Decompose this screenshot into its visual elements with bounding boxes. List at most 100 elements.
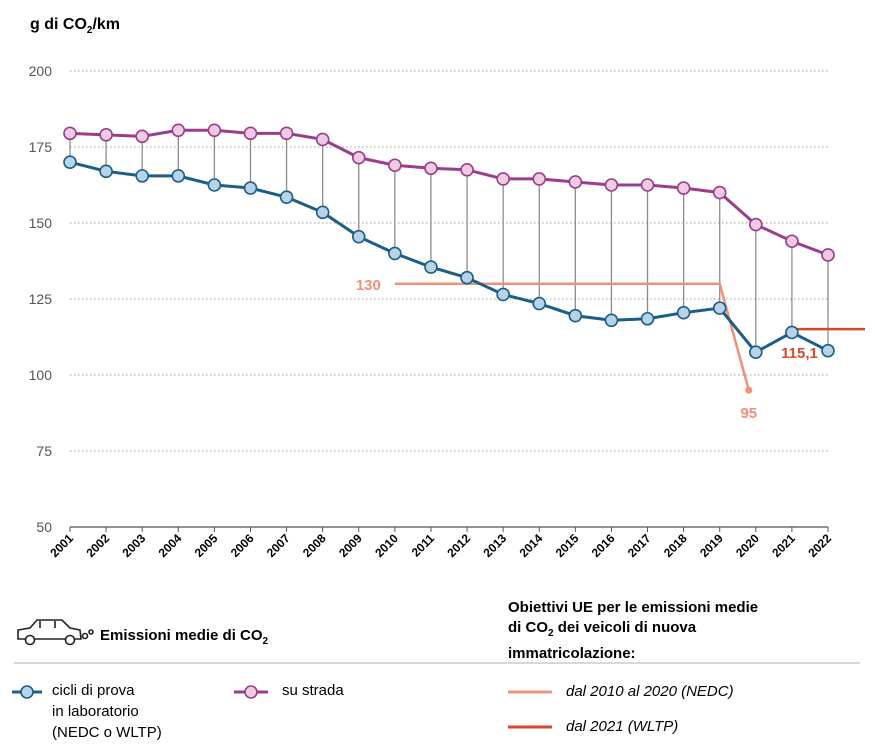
legend-road-marker	[234, 685, 268, 699]
road-data-point	[207, 123, 222, 138]
x-tick-label: 2002	[83, 531, 112, 560]
x-tick-label: 2009	[336, 531, 365, 560]
lab-data-point	[568, 308, 583, 323]
lab-data-point	[135, 169, 149, 183]
legend-lab-line1: cicli di prova	[52, 682, 135, 699]
targets-title-line2: di CO2 dei veicoli di nuova	[508, 618, 758, 644]
x-tick-label: 2020	[733, 531, 762, 560]
x-tick-label: 2010	[372, 531, 401, 560]
road-data-point	[749, 217, 763, 232]
lab-data-point	[821, 343, 835, 358]
lab-data-point	[749, 345, 763, 360]
lab-data-point	[315, 205, 330, 220]
targets-title-line1: Obiettivi UE per le emissioni medie	[508, 599, 759, 616]
lab-data-point	[460, 270, 474, 285]
road-data-point	[315, 132, 330, 147]
lab-data-point	[712, 301, 727, 315]
x-tick-label: 2019	[697, 531, 726, 560]
legend-emissions-title-sub: 2	[262, 636, 269, 647]
road-data-point	[785, 234, 799, 249]
lab-data-point	[279, 190, 294, 204]
legend-target-wltp-label: dal 2021 (WLTP)	[566, 718, 679, 735]
road-data-point	[243, 126, 258, 141]
x-tick-label: 2007	[264, 531, 293, 560]
road-data-point	[676, 181, 691, 195]
legend-emissions-title-prefix: Emissioni medie di CO	[100, 627, 263, 644]
x-tick-label: 2005	[192, 531, 221, 560]
lab-data-point	[532, 296, 547, 311]
legend-target-nedc-label: dal 2010 al 2020 (NEDC)	[566, 683, 734, 700]
legend-lab-label: cicli di prova in laboratorio (NEDC o WL…	[52, 680, 162, 743]
y-axis-unit-sub: 2	[86, 25, 93, 37]
legend-road-label: su strada	[282, 680, 344, 701]
target-nedc-label: 130	[356, 277, 381, 294]
y-axis-unit-label: g di CO2/km	[30, 16, 120, 36]
x-tick-label: 2012	[444, 531, 473, 560]
y-tick-label: 150	[29, 215, 53, 231]
lab-data-point	[171, 169, 186, 183]
lab-data-point	[424, 260, 438, 274]
targets-title-line2-suffix: dei veicoli di nuova	[553, 619, 697, 636]
road-data-point	[821, 248, 835, 262]
x-tick-label: 2016	[589, 531, 618, 560]
lab-data-point	[640, 311, 655, 326]
road-data-point	[279, 126, 294, 141]
lab-data-point	[496, 287, 510, 302]
lab-data-point	[785, 325, 799, 340]
road-data-point	[496, 172, 510, 186]
x-tick-label: 2017	[625, 531, 654, 560]
road-data-point	[568, 175, 583, 189]
y-tick-label: 175	[29, 139, 53, 155]
car-icon	[17, 619, 94, 646]
road-data-point	[351, 150, 366, 165]
road-data-point	[532, 172, 547, 186]
road-data-point	[640, 178, 655, 192]
road-data-point	[460, 163, 474, 177]
legend-road-text: su strada	[282, 682, 344, 699]
lab-series-line	[69, 160, 829, 354]
target-nedc-drop-label: 95	[740, 405, 757, 422]
y-tick-label: 50	[36, 519, 52, 535]
lab-data-point	[243, 181, 258, 195]
road-data-point	[171, 123, 186, 138]
lab-data-point	[388, 246, 402, 261]
x-tick-label: 2004	[156, 531, 185, 560]
lab-data-point	[99, 164, 113, 179]
x-tick-label: 2001	[47, 531, 76, 560]
target-wltp-label: 115,1	[781, 345, 818, 362]
x-tick-label: 2011	[409, 531, 438, 560]
road-data-point	[135, 129, 149, 144]
target-nedc-endpoint	[745, 386, 753, 394]
legend-lab-line3: (NEDC o WLTP)	[52, 724, 162, 741]
road-series-line	[69, 128, 829, 257]
x-tick-label: 2022	[805, 531, 834, 560]
targets-title-line2-sub: 2	[548, 628, 554, 639]
legend-emissions-title: Emissioni medie di CO2	[100, 627, 268, 647]
x-tick-label: 2018	[661, 531, 690, 560]
lab-data-point	[351, 229, 366, 244]
x-tick-label: 2006	[228, 531, 257, 560]
y-tick-label: 125	[29, 291, 53, 307]
y-tick-label: 100	[29, 367, 53, 383]
x-tick-label: 2008	[300, 531, 329, 560]
road-data-point	[604, 178, 619, 192]
road-data-point	[712, 185, 727, 200]
lab-data-point	[676, 305, 691, 320]
y-axis-unit-suffix: /km	[92, 16, 121, 33]
road-data-point	[63, 126, 77, 141]
legend-lab-marker	[12, 685, 42, 699]
x-tick-label: 2003	[120, 531, 149, 560]
road-data-point	[99, 128, 113, 142]
x-tick-label: 2021	[769, 531, 798, 560]
lab-data-point	[207, 178, 222, 192]
x-tick-label: 2015	[553, 531, 582, 560]
road-data-point	[388, 158, 402, 173]
targets-title-line2-prefix: di CO	[508, 619, 548, 636]
lab-data-point	[604, 313, 619, 328]
x-tick-label: 2014	[517, 531, 546, 560]
y-tick-label: 200	[29, 63, 53, 79]
target-nedc-line	[394, 282, 751, 391]
y-axis-unit-prefix: g di CO	[30, 16, 87, 33]
x-tick-label: 2013	[480, 531, 509, 560]
